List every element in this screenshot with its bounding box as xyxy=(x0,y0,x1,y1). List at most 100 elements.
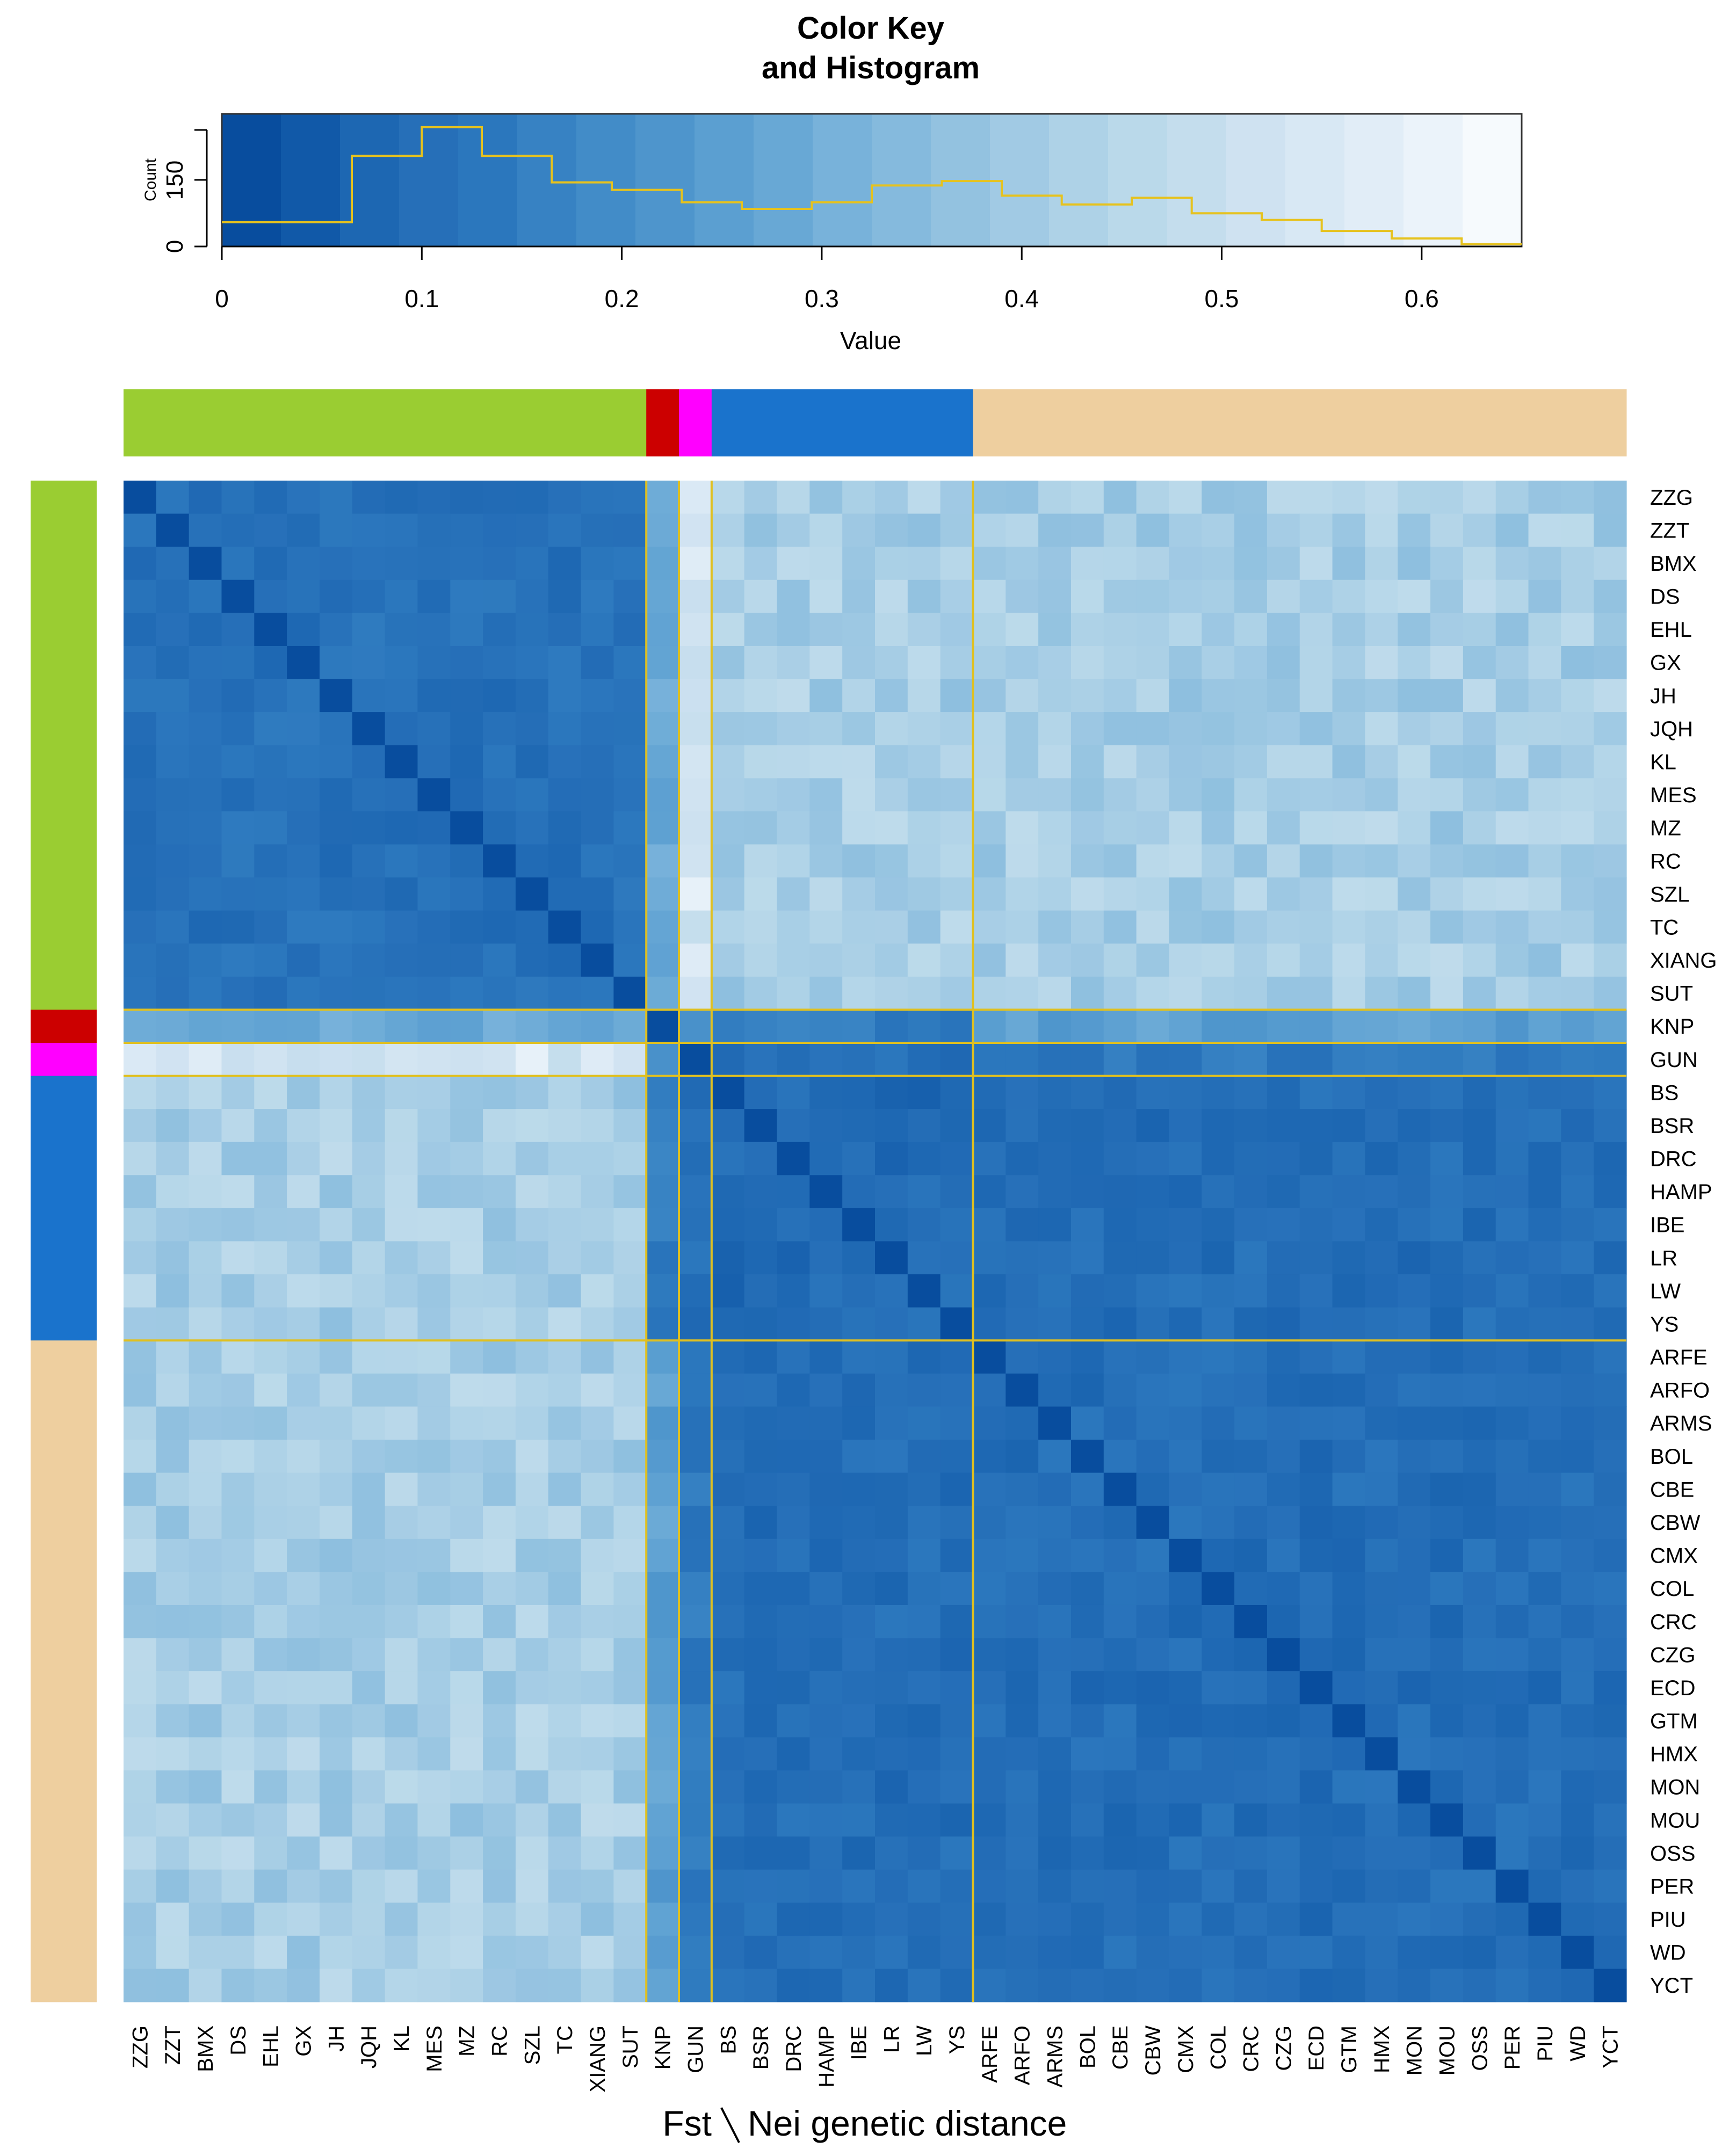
heatmap-cell xyxy=(581,1671,614,1705)
heatmap-cell xyxy=(352,1142,386,1175)
heatmap-cell xyxy=(385,1109,418,1143)
color-key-x-tick-label: 0.5 xyxy=(1205,285,1239,313)
heatmap-cell xyxy=(319,1869,353,1903)
heatmap-cell xyxy=(254,976,287,1010)
heatmap-cell xyxy=(907,943,941,977)
heatmap-cell xyxy=(1070,1869,1104,1903)
row-label-drc: DRC xyxy=(1650,1148,1697,1171)
heatmap-cell xyxy=(646,1538,679,1572)
heatmap-cell xyxy=(483,547,516,580)
heatmap-cell xyxy=(1169,481,1202,514)
heatmap-cell xyxy=(1005,778,1039,812)
heatmap-cell xyxy=(1267,1704,1300,1738)
heatmap-cell xyxy=(646,1076,679,1109)
heatmap-cell xyxy=(613,1340,647,1374)
heatmap-cell xyxy=(417,481,451,514)
heatmap-cell xyxy=(679,1671,712,1705)
heatmap-cell xyxy=(221,943,255,977)
heatmap-cell xyxy=(1332,976,1365,1010)
heatmap-cell xyxy=(1528,1737,1561,1771)
heatmap-cell xyxy=(777,1241,810,1275)
heatmap-cell xyxy=(875,1770,908,1804)
heatmap-cell xyxy=(679,1638,712,1672)
heatmap-cell xyxy=(1463,1406,1496,1440)
heatmap-cell xyxy=(744,1340,778,1374)
heatmap-cell xyxy=(1398,877,1431,911)
heatmap-cell xyxy=(1136,943,1170,977)
heatmap-cell xyxy=(1495,1869,1529,1903)
heatmap-cell xyxy=(156,1241,190,1275)
heatmap-cell xyxy=(1234,1406,1268,1440)
heatmap-cell xyxy=(646,1935,679,1970)
heatmap-cell xyxy=(1267,1737,1300,1771)
heatmap-cell xyxy=(1136,976,1170,1010)
heatmap-cell xyxy=(1267,513,1300,547)
heatmap-cell xyxy=(1365,1869,1398,1903)
heatmap-cell xyxy=(1594,877,1627,911)
heatmap-cell xyxy=(254,844,287,878)
heatmap-cell xyxy=(1398,1671,1431,1705)
row-label-cbe: CBE xyxy=(1650,1478,1694,1501)
heatmap-cell xyxy=(973,1869,1006,1903)
heatmap-cell xyxy=(1169,1737,1202,1771)
heatmap-cell xyxy=(1005,1042,1039,1077)
heatmap-cell xyxy=(842,1208,876,1242)
heatmap-cell xyxy=(907,1506,941,1540)
heatmap-cell xyxy=(417,943,451,977)
heatmap-cell xyxy=(483,579,516,613)
row-label-bs: BS xyxy=(1650,1081,1679,1105)
heatmap-cell xyxy=(1332,1109,1365,1143)
heatmap-cell xyxy=(483,1373,516,1407)
heatmap-cell xyxy=(679,1274,712,1308)
heatmap-cell xyxy=(548,579,582,613)
heatmap-cell xyxy=(1594,844,1627,878)
heatmap-cell xyxy=(809,1671,843,1705)
heatmap-cell xyxy=(221,1241,255,1275)
heatmap-cell xyxy=(613,910,647,944)
heatmap-cell xyxy=(1267,976,1300,1010)
heatmap-cell xyxy=(221,1208,255,1242)
heatmap-cell xyxy=(581,613,614,647)
heatmap-cell xyxy=(1070,1506,1104,1540)
heatmap-cell xyxy=(1463,1010,1496,1043)
heatmap-cell xyxy=(548,1109,582,1143)
heatmap-cell xyxy=(548,1241,582,1275)
heatmap-cell xyxy=(711,1836,745,1870)
heatmap-cell xyxy=(777,1472,810,1506)
heatmap-cell xyxy=(613,1307,647,1341)
heatmap-cell xyxy=(613,579,647,613)
heatmap-cell xyxy=(352,811,386,845)
heatmap-cell xyxy=(352,1770,386,1804)
heatmap-cell xyxy=(417,1671,451,1705)
heatmap-cell xyxy=(189,1605,222,1639)
heatmap-cell xyxy=(548,1935,582,1970)
heatmap-cell xyxy=(907,1671,941,1705)
heatmap-cell xyxy=(613,778,647,812)
heatmap-cell xyxy=(548,877,582,911)
row-labels: ZZGZZTBMXDSEHLGXJHJQHKLMESMZRCSZLTCXIANG… xyxy=(1650,486,1717,1998)
heatmap-cell xyxy=(124,1572,157,1606)
heatmap-cell xyxy=(744,547,778,580)
heatmap-cell xyxy=(777,712,810,746)
heatmap-cell xyxy=(1332,877,1365,911)
heatmap-cell xyxy=(417,1440,451,1473)
heatmap-cell xyxy=(1136,1704,1170,1738)
heatmap-cell xyxy=(875,1109,908,1143)
heatmap-cell xyxy=(646,613,679,647)
heatmap-cell xyxy=(189,1538,222,1572)
heatmap-cell xyxy=(1103,1208,1137,1242)
heatmap-cell xyxy=(1495,844,1529,878)
heatmap-cell xyxy=(450,976,483,1010)
heatmap-cell xyxy=(973,579,1006,613)
heatmap-cell xyxy=(711,811,745,845)
heatmap-cell xyxy=(1202,1142,1235,1175)
heatmap-cell xyxy=(973,613,1006,647)
heatmap-cell xyxy=(548,1836,582,1870)
heatmap-cell xyxy=(613,1903,647,1936)
heatmap-cell xyxy=(581,1605,614,1639)
heatmap-cell xyxy=(1594,1704,1627,1738)
heatmap-cell xyxy=(842,910,876,944)
heatmap-cell xyxy=(842,1042,876,1077)
heatmap-cell xyxy=(973,1010,1006,1043)
